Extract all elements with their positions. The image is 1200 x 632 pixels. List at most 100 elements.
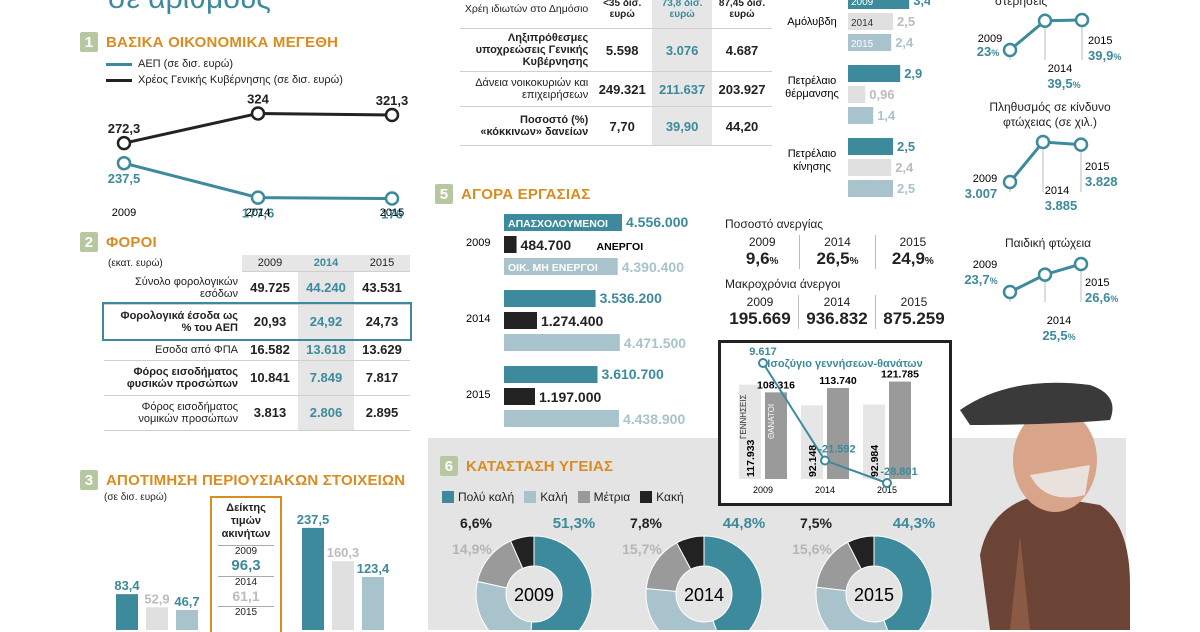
fuel-bar-value: 3,4: [913, 0, 930, 8]
legend-gdp-label: ΑΕΠ (σε δισ. ευρώ): [138, 58, 233, 70]
percent-sign: %: [924, 256, 934, 267]
data-point: [1002, 42, 1018, 58]
data-label: 23,7%: [964, 272, 997, 287]
hair-shape: [1030, 465, 1090, 498]
legend-gdp-swatch: [106, 62, 132, 66]
health-legend: Πολύ καλή Καλή Μέτρια Κακή: [442, 490, 684, 504]
labour-bar-inactive: [504, 334, 620, 351]
tax-cell: 24,73: [354, 304, 410, 340]
tax-row: Φόρος εισοδήματος νομικών προσώπων 3.813…: [104, 395, 410, 431]
unemp-rate-2009: 2009 9,6%: [725, 235, 801, 269]
loans-cell: 3.076: [652, 28, 713, 72]
asset-bar: [146, 607, 168, 630]
labour-value-unemployed: 1.197.000: [539, 389, 601, 405]
tax-cell: 2.895: [354, 395, 410, 431]
tax-year-2014: 2014: [298, 255, 354, 272]
house-index-value: 61,1: [232, 588, 260, 604]
fuel-bar-year: 2015: [851, 39, 874, 50]
tax-cell: 7.817: [354, 360, 410, 396]
x-tick-label: 2014: [1047, 315, 1071, 327]
section-3-heading: ΑΠΟΤΙΜΗΣΗ ΠΕΡΙΟΥΣΙΑΚΩΝ ΣΤΟΙΧΕΙΩΝ: [106, 471, 406, 489]
fuel-bar-value: 0,96: [869, 87, 894, 102]
x-tick-label: 2009: [973, 173, 997, 185]
donut-hole: [507, 567, 561, 621]
deaths-value: 121.785: [881, 369, 919, 381]
loans-cell: 39,90: [652, 106, 713, 146]
tax-row-label: Εσοδα από ΦΠΑ: [104, 339, 242, 361]
house-index-title: Δείκτης τιμών ακινήτων: [221, 502, 271, 540]
tax-row: Εσοδα από ΦΠΑ 16.582 13.618 13.629: [104, 339, 410, 361]
donut-hole: [677, 567, 731, 621]
fuel-bar-value: 2,4: [895, 160, 914, 175]
pie-slice: [475, 580, 533, 630]
tax-cell: 44.240: [298, 271, 354, 305]
legend-swatch: [442, 491, 454, 503]
house-index-2014: 2014 61,1: [218, 576, 274, 604]
demo-title: Ισοζύγιο γεννήσεων-θανάτων: [767, 358, 922, 370]
tax-cell: 20,93: [242, 304, 298, 340]
legend-item: Κακή: [640, 490, 684, 504]
coat-fold: [1010, 535, 1030, 630]
house-index-2009: 2009 96,3: [218, 545, 274, 574]
unemp-rate-2015: 2015 24,9%: [876, 235, 950, 269]
section-5-title: 5 ΑΓΟΡΑ ΕΡΓΑΣΙΑΣ: [435, 184, 590, 204]
tax-cell: 2.806: [298, 395, 354, 431]
house-index-year: 2015: [234, 607, 258, 618]
x-tick-label: 2015: [380, 207, 404, 219]
longterm-title: Μακροχρόνια άνεργοι: [725, 277, 841, 291]
loans-cell: 203.927: [712, 71, 772, 107]
tax-table: (εκατ. ευρώ) 2009 2014 2015 Σύνολο φορολ…: [102, 255, 412, 431]
longterm-2009: 2009 195.669: [722, 295, 799, 329]
tax-cell: 49.725: [242, 271, 298, 305]
x-tick-label: 2009: [978, 33, 1002, 45]
longterm-year: 2015: [900, 295, 928, 309]
data-label: 39,5%: [1047, 76, 1080, 91]
balance-point: [882, 478, 892, 488]
unemp-rate-value: 24,9: [891, 249, 925, 268]
longterm-value: 195.669: [729, 309, 791, 328]
asset-bar-label: 237,5: [297, 512, 330, 527]
x-tick-label: 2009: [973, 259, 997, 271]
fuel-group-label: κίνησης: [793, 161, 831, 173]
births-deaths-chart: Ισοζύγιο γεννήσεων-θανάτων117.933108.316…: [739, 346, 923, 495]
pie-label-bad: 7,5%: [800, 515, 832, 531]
legend-swatch: [640, 491, 653, 503]
pie-slice: [815, 586, 889, 630]
section-6-number: 6: [440, 456, 458, 476]
asset-bar: [176, 609, 198, 630]
labour-value-inactive: 4.471.500: [624, 335, 686, 351]
labour-bar-unemployed: [504, 388, 536, 405]
data-point: [116, 155, 132, 171]
fuel-bar-year: 2009: [851, 0, 874, 8]
section-3-title: 3 ΑΠΟΤΙΜΗΣΗ ΠΕΡΙΟΥΣΙΑΚΩΝ ΣΤΟΙΧΕΙΩΝ: [80, 470, 405, 490]
loans-col-head: 87,45 δισ. ευρώ: [712, 0, 772, 29]
section-3-number: 3: [80, 470, 98, 490]
pie-year: 2015: [854, 585, 894, 605]
loans-table: Χρέη ιδιωτών στο Δημόσιο <35 δισ. ευρώ 7…: [460, 0, 772, 146]
legend-debt-swatch: [106, 78, 132, 82]
loans-col-head: Χρέη ιδιωτών στο Δημόσιο: [460, 0, 593, 29]
pie-label-medium: 15,7%: [622, 541, 662, 557]
legend-label: Μέτρια: [593, 490, 631, 504]
demo-year: 2014: [815, 485, 835, 495]
deaths-value: 113.740: [819, 375, 857, 387]
unemp-rate-value: 9,6: [745, 249, 770, 268]
data-label: 3.885: [1045, 198, 1078, 213]
fuel-group-label: Πετρέλαιο: [788, 148, 837, 160]
labour-bar-inactive: [504, 258, 618, 275]
pie-slice: [530, 535, 593, 630]
labour-bar-inactive: [504, 410, 619, 427]
fuel-bar-value: 1,4: [877, 108, 896, 123]
labour-bar-unemployed: [504, 236, 517, 253]
data-point: [1037, 13, 1053, 28]
tax-row: Φόρος εισοδήματος φυσικών προσώπων 10.84…: [104, 360, 410, 396]
fuel-bar: [848, 34, 892, 51]
tax-row-label: Φόρος εισοδήματος νομικών προσώπων: [104, 395, 242, 431]
fuel-bar-value: 2,5: [897, 14, 915, 29]
longterm-2015: 2015 875.259: [876, 295, 952, 329]
loans-row: Δάνεια νοικοκυριών και επιχειρήσεων 249.…: [460, 71, 772, 107]
demo-year: 2009: [753, 485, 773, 495]
longterm-value: 936.832: [806, 309, 868, 328]
tax-cell: 13.618: [298, 339, 354, 361]
